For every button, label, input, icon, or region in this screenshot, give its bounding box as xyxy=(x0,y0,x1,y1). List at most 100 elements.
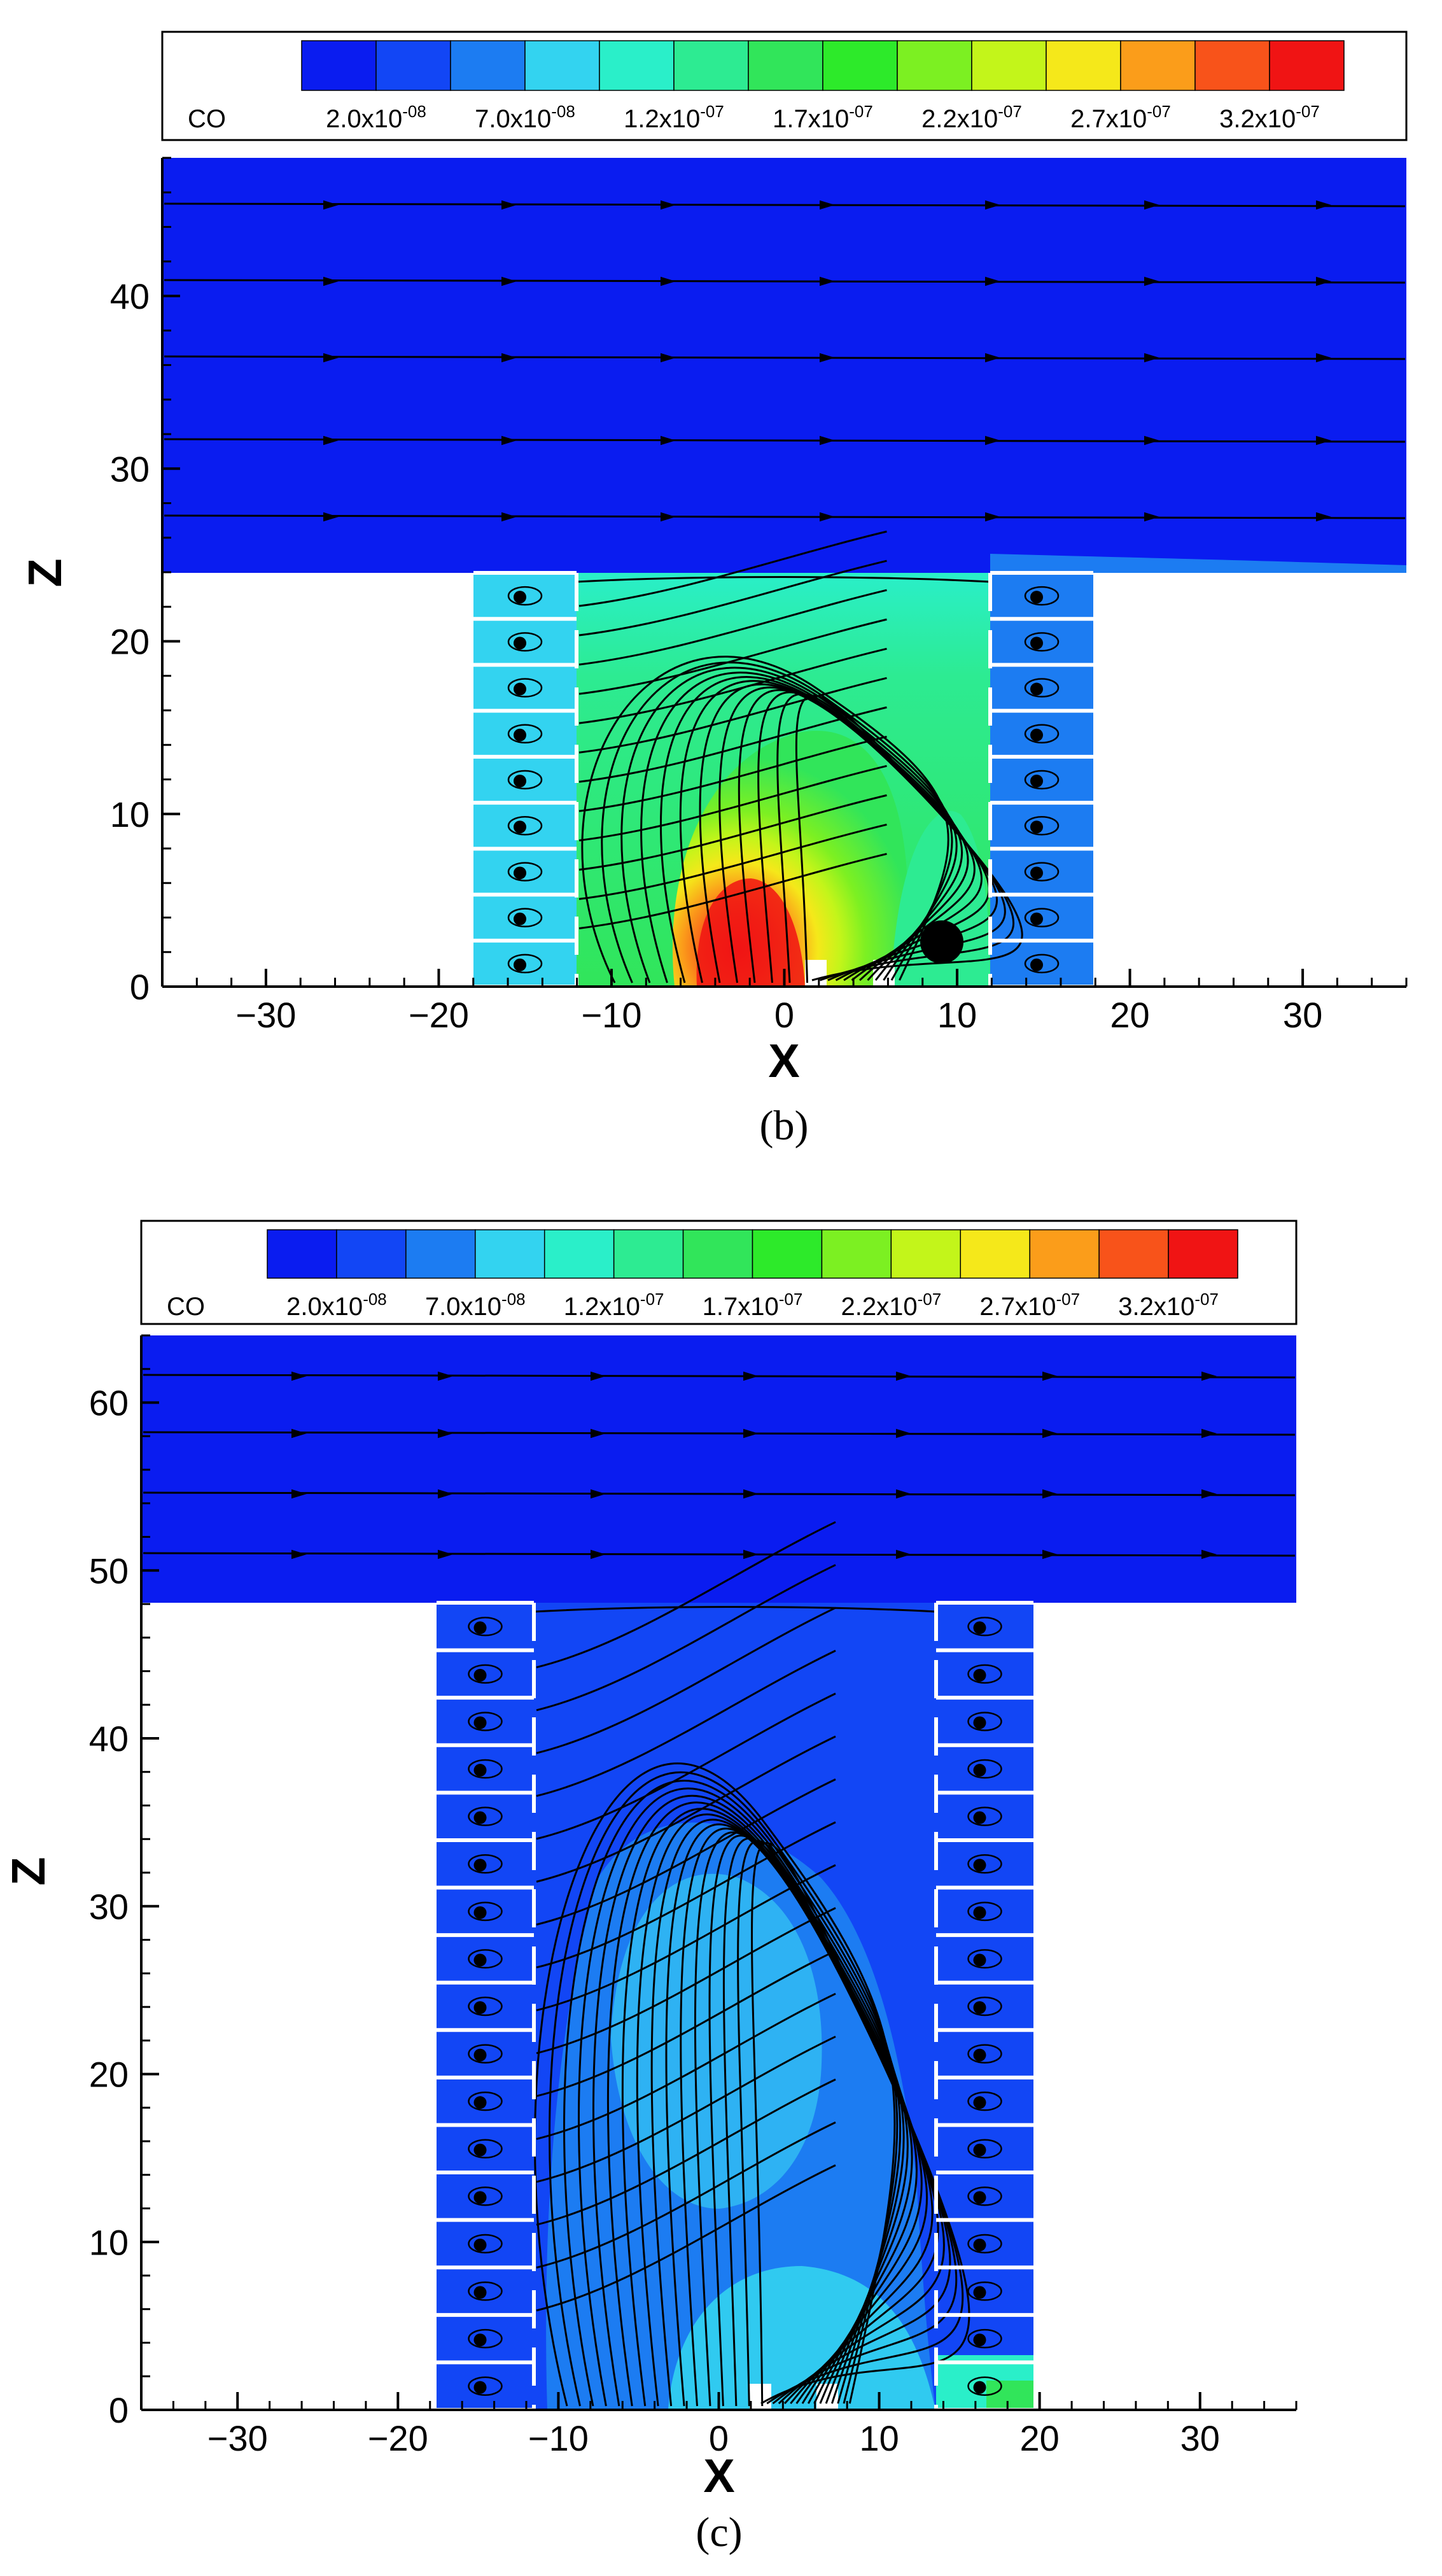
vortex-ring xyxy=(967,1712,1002,1731)
streamline-arrow xyxy=(896,1428,911,1439)
legend-swatch xyxy=(682,1229,753,1279)
panel-b-caption: (b) xyxy=(760,1102,809,1149)
y-tick-label: 20 xyxy=(110,622,150,662)
streamline-arrow xyxy=(438,1371,453,1381)
vortex-ring xyxy=(1024,724,1060,744)
streamline xyxy=(536,1607,836,1754)
panel-b-contour xyxy=(162,158,1406,989)
panel-b-streamlines xyxy=(164,200,1406,983)
legend-swatch xyxy=(1269,40,1345,91)
streamline xyxy=(620,666,958,983)
legend-c: CO 2.0x10-08 7.0x10-08 1.2x10-07 1.7x10-07 2.… xyxy=(140,1220,1298,1325)
vortex-ring xyxy=(468,1759,503,1779)
streamline-arrow xyxy=(591,1371,606,1381)
vortex-core xyxy=(973,2001,986,2014)
legend-swatch xyxy=(450,40,526,91)
legend-swatch xyxy=(405,1229,476,1279)
vortex-ring xyxy=(1024,770,1060,790)
streamline-arrow xyxy=(1201,1371,1217,1381)
legend-swatch xyxy=(1098,1229,1169,1279)
vortex-core xyxy=(473,1716,487,1729)
streamline xyxy=(533,1606,937,1613)
legend-tick-label: 3.2x10-07 xyxy=(1219,102,1320,133)
vortex-ring xyxy=(967,2044,1002,2064)
streamline xyxy=(578,823,887,900)
legend-swatch xyxy=(524,40,600,91)
streamline xyxy=(578,853,887,929)
legend-swatch xyxy=(960,1229,1030,1279)
vortex-ring xyxy=(468,1901,503,1922)
panel-c-source-1 xyxy=(750,2384,771,2410)
streamline-arrow xyxy=(896,1489,911,1499)
vortex-core xyxy=(973,2238,986,2251)
vortex-core xyxy=(1030,958,1043,971)
streamline xyxy=(536,1649,836,1797)
streamline xyxy=(578,589,887,666)
panel-b-shear-wedge xyxy=(990,554,1406,573)
streamline xyxy=(578,677,887,754)
vortex-ring xyxy=(507,724,543,744)
streamline xyxy=(536,1564,836,1712)
vortex-ring xyxy=(468,1806,503,1826)
legend-swatch xyxy=(336,1229,407,1279)
y-tick-label: 30 xyxy=(89,1887,129,1927)
streamline-arrow xyxy=(1042,1549,1058,1559)
vortex-ring xyxy=(507,815,543,836)
streamline-arrow xyxy=(501,512,517,522)
y-tick-label: 0 xyxy=(130,967,150,1007)
streamline-arrow xyxy=(438,1489,453,1499)
streamline-arrow xyxy=(1042,1371,1058,1381)
streamline-arrow xyxy=(1201,1428,1217,1439)
panel-c-ylabel: Z xyxy=(2,1857,55,1885)
streamline-arrow xyxy=(1144,353,1159,363)
streamline-arrow xyxy=(323,353,339,363)
vortex-ring xyxy=(468,2281,503,2301)
panel-b-xlabel: X xyxy=(768,1034,799,1087)
vortex-ring xyxy=(967,2234,1002,2254)
panel-c-contour xyxy=(141,1335,1296,2412)
streamline-arrow xyxy=(1316,512,1331,522)
streamline-arrow xyxy=(1144,512,1159,522)
streamline xyxy=(164,279,1406,284)
vortex-core xyxy=(1030,637,1043,650)
streamline-arrow xyxy=(896,1371,911,1381)
vortex-core xyxy=(473,2048,487,2062)
vortex-ring xyxy=(468,2186,503,2206)
vortex-ring xyxy=(507,632,543,652)
vortex-ring xyxy=(967,1759,1002,1779)
vortex-core xyxy=(473,2381,487,2394)
streamline xyxy=(578,530,887,607)
streamline-arrow xyxy=(820,353,835,363)
vortex-core xyxy=(973,2191,986,2204)
vortex-core xyxy=(1030,912,1043,926)
legend-swatch xyxy=(267,1229,337,1279)
streamline xyxy=(578,764,887,841)
streamline xyxy=(536,1992,836,2140)
vortex-core xyxy=(1030,682,1043,696)
panel-b-source-1 xyxy=(805,960,827,987)
streamline xyxy=(536,2121,836,2269)
streamline xyxy=(601,661,953,983)
x-tick-label: −10 xyxy=(581,995,641,1035)
streamline xyxy=(536,1907,836,2055)
streamline-arrow xyxy=(743,1428,759,1439)
vortex-core xyxy=(1030,775,1043,787)
streamline xyxy=(592,1794,909,2407)
streamline-arrow xyxy=(1316,353,1331,363)
vortex-ring xyxy=(468,2328,503,2349)
streamline xyxy=(536,1864,836,2011)
vortex-ring xyxy=(468,1996,503,2016)
vortex-core xyxy=(973,1906,986,1919)
vortex-ring xyxy=(468,1664,503,1684)
streamline-arrow xyxy=(291,1549,307,1559)
vortex-ring xyxy=(468,2234,503,2254)
x-tick-label: 30 xyxy=(1283,995,1322,1035)
streamline-arrow xyxy=(1042,1489,1058,1499)
streamline-arrow xyxy=(661,512,676,522)
legend-swatch xyxy=(821,1229,892,1279)
legend-swatch xyxy=(599,40,675,91)
vortex-core xyxy=(514,637,526,650)
vortex-ring xyxy=(468,1949,503,1969)
vortex-ring xyxy=(507,954,543,974)
panel-c-axes: −30 −20 −10 0 10 20 30 0 10 20 30 40 50 60 xyxy=(89,1334,1298,2458)
